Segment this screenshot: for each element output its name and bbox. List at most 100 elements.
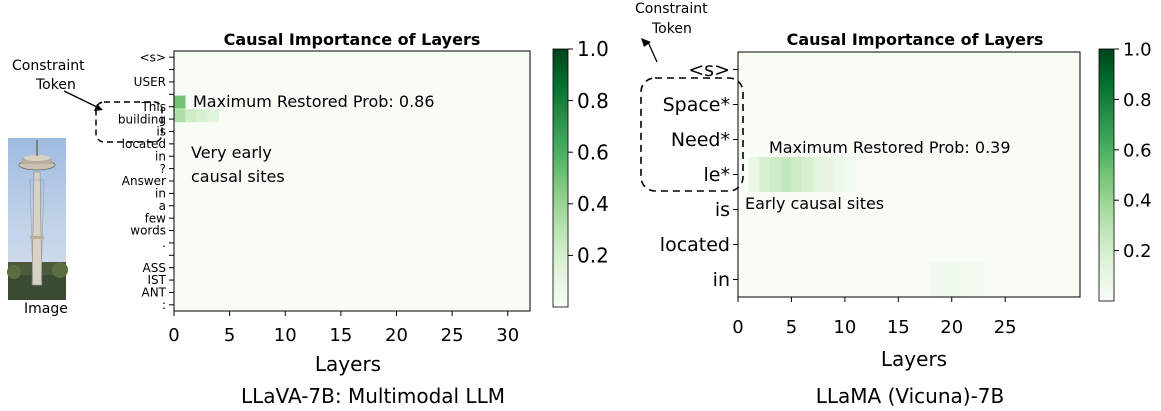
- x-tick-label: 15: [329, 325, 352, 346]
- left-heatmap-cells: [174, 95, 219, 123]
- heatmap-cell: [930, 262, 942, 297]
- heatmap-cell: [802, 157, 814, 192]
- y-tick-label: IST: [148, 273, 167, 287]
- y-tick-label: a: [159, 199, 166, 213]
- y-tick-label: ASS: [143, 261, 166, 275]
- colorbar-tick-label: 1.0: [577, 37, 609, 61]
- right-caption: LLaMA (Vicuna)-7B: [816, 384, 1005, 408]
- y-tick-label: .: [162, 236, 166, 250]
- constraint-label-line2: Token: [35, 77, 76, 93]
- right-constraint-box: [640, 77, 744, 192]
- y-tick-label: ?: [160, 162, 166, 176]
- right-constraint-label-line1: Constraint: [635, 1, 708, 17]
- y-tick-label: <s>: [140, 50, 166, 64]
- x-tick-label: 5: [786, 317, 797, 338]
- x-tick-label: 25: [441, 325, 464, 346]
- right-colorbar: [1098, 48, 1115, 302]
- y-tick-label: is: [156, 125, 166, 139]
- heatmap-cell: [962, 262, 974, 297]
- right-panel: Constraint Token Causal Importance of La…: [635, 1, 1152, 408]
- left-caption: LLaVA-7B: Multimodal LLM: [241, 384, 505, 408]
- y-tick-label: located: [660, 234, 730, 256]
- x-tick-label: 10: [274, 325, 297, 346]
- y-tick-label: :: [162, 298, 166, 312]
- right-chart-title: Causal Importance of Layers: [787, 30, 1044, 49]
- right-y-ticks: <s> Space* Need* le* is located in: [660, 59, 738, 291]
- left-y-ticks: <s>USERThisbuildingislocatedin?Answerina…: [118, 50, 174, 312]
- left-chart-title: Causal Importance of Layers: [224, 30, 481, 49]
- colorbar-tick-label: 0.4: [1123, 191, 1152, 212]
- heatmap-cell: [759, 157, 771, 192]
- right-annotation-sites: Early causal sites: [745, 194, 884, 213]
- colorbar-tick-label: 0.2: [577, 244, 609, 268]
- y-tick-label: Need*: [671, 129, 730, 151]
- space-needle-image: [7, 138, 68, 300]
- left-x-ticks: 0 5 10 15 20 25 30: [168, 311, 519, 346]
- x-tick-label: 10: [833, 317, 856, 338]
- colorbar-tick-label: 0.2: [1123, 241, 1152, 262]
- x-tick-label: 0: [168, 325, 179, 346]
- y-tick-label: words: [130, 224, 166, 238]
- heatmap-cell: [791, 157, 803, 192]
- heatmap-cell: [941, 262, 953, 297]
- heatmap-cell: [770, 157, 782, 192]
- x-tick-label: 5: [224, 325, 235, 346]
- left-annotation-sites-line2: causal sites: [191, 167, 285, 186]
- y-tick-label: Answer: [122, 174, 166, 188]
- heatmap-cell: [185, 109, 197, 123]
- right-x-ticks: 0 5 10 15 20 25: [732, 297, 1017, 338]
- colorbar-tick-label: 0.8: [577, 89, 609, 113]
- y-tick-label: located: [122, 137, 166, 151]
- y-tick-label: le*: [704, 164, 730, 186]
- heatmap-cell: [812, 157, 824, 192]
- left-annotation-max: Maximum Restored Prob: 0.86: [193, 92, 435, 111]
- constraint-arrow-line: [63, 90, 100, 109]
- left-x-axis-label: Layers: [315, 352, 381, 376]
- left-heatmap-frame: [173, 50, 531, 312]
- heatmap-cell: [780, 157, 792, 192]
- heatmap-cell: [823, 157, 835, 192]
- heatmap-cell: [844, 157, 856, 192]
- heatmap-cell: [196, 109, 208, 123]
- heatmap-cell: [748, 157, 760, 192]
- right-constraint-label-line2: Token: [651, 21, 692, 37]
- y-tick-label: in: [155, 187, 166, 201]
- y-tick-label: is: [715, 199, 730, 221]
- y-tick-label: in: [155, 149, 166, 163]
- heatmap-cell: [951, 262, 963, 297]
- constraint-arrow-head: [94, 104, 103, 111]
- right-x-axis-label: Layers: [881, 347, 947, 371]
- heatmap-cell: [174, 95, 186, 109]
- x-tick-label: 20: [940, 317, 963, 338]
- y-tick-label: few: [145, 211, 167, 225]
- right-colorbar-ticks: 0.2 0.4 0.6 0.8 1.0: [1114, 39, 1152, 262]
- left-colorbar: [552, 48, 569, 308]
- heatmap-cell: [174, 109, 186, 123]
- heatmap-cell: [973, 262, 985, 297]
- y-tick-label: ANT: [141, 286, 166, 300]
- right-annotation-max: Maximum Restored Prob: 0.39: [769, 138, 1011, 157]
- colorbar-tick-label: 0.6: [1123, 140, 1152, 161]
- left-colorbar-ticks: 0.2 0.4 0.6 0.8 1.0: [568, 37, 609, 268]
- colorbar-tick-label: 1.0: [1123, 39, 1152, 60]
- y-tick-label: in: [713, 269, 730, 291]
- y-tick-label: <s>: [688, 59, 730, 81]
- left-annotation-sites-line1: Very early: [191, 143, 272, 162]
- y-tick-label: USER: [134, 75, 166, 89]
- constraint-label-line1: Constraint: [12, 58, 85, 74]
- x-tick-label: 20: [385, 325, 408, 346]
- x-tick-label: 15: [887, 317, 910, 338]
- y-tick-label: Space*: [663, 94, 730, 116]
- heatmap-cell: [834, 157, 846, 192]
- left-panel: Image Constraint Token Causal Importance…: [7, 30, 609, 408]
- colorbar-tick-label: 0.8: [1123, 90, 1152, 111]
- left-constraint-box: [95, 101, 163, 143]
- heatmap-cell: [207, 109, 219, 123]
- image-caption: Image: [24, 301, 68, 317]
- right-constraint-arrow-head: [641, 38, 651, 47]
- x-tick-label: 25: [994, 317, 1017, 338]
- colorbar-tick-label: 0.6: [577, 140, 609, 164]
- right-constraint-arrow-line: [647, 41, 658, 63]
- x-tick-label: 30: [496, 325, 519, 346]
